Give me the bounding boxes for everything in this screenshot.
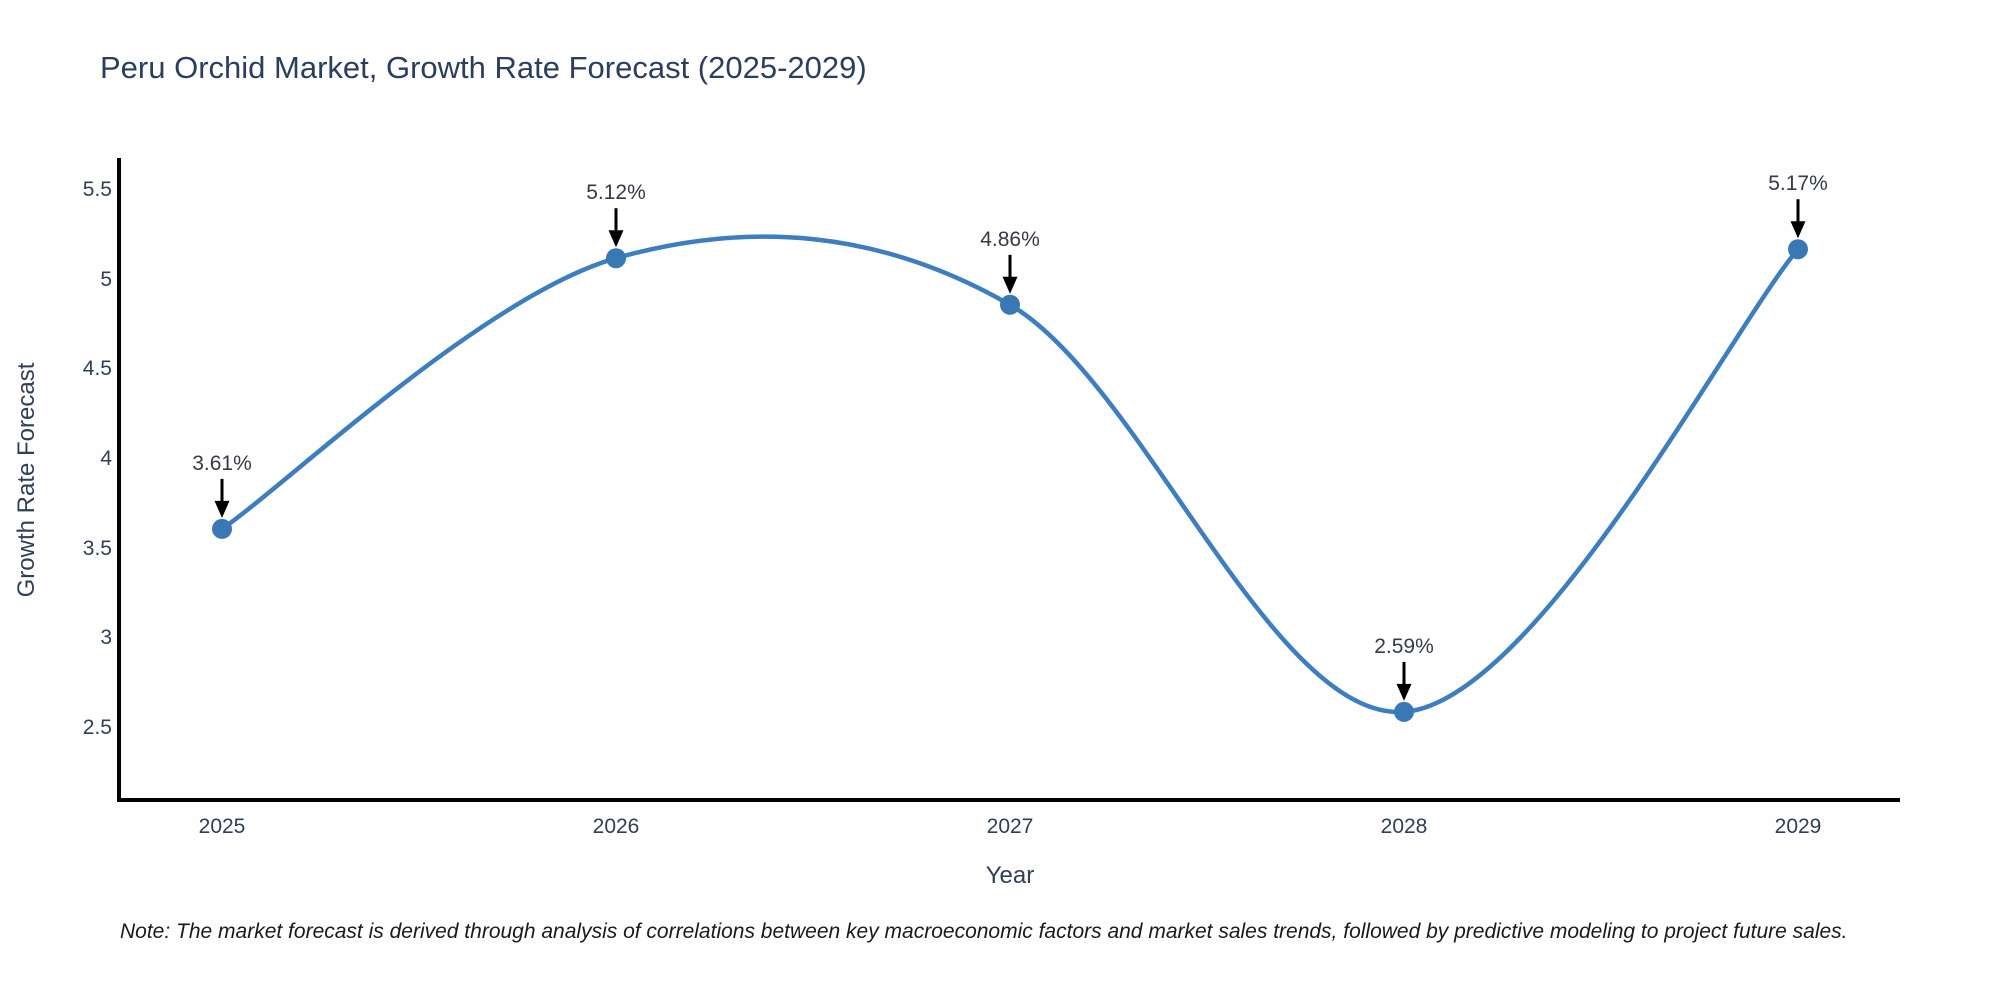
data-point-marker xyxy=(1394,701,1414,722)
forecast-line xyxy=(219,234,1801,715)
chart-note: Note: The market forecast is derived thr… xyxy=(120,920,1848,943)
annotation-arrow-head xyxy=(1002,276,1018,294)
annotation-arrow-head xyxy=(214,500,230,518)
data-point-label: 5.17% xyxy=(1768,172,1828,196)
x-tick-label: 2027 xyxy=(986,815,1034,838)
y-axis-title: Growth Rate Forecast xyxy=(13,362,40,598)
y-tick-label: 3.5 xyxy=(82,536,112,560)
data-point-marker xyxy=(606,248,626,269)
data-point-label: 3.61% xyxy=(192,451,252,475)
annotation-arrow-head xyxy=(1396,683,1412,701)
annotation-arrow-head xyxy=(608,230,624,248)
x-tick-label: 2028 xyxy=(1380,815,1428,838)
data-point-marker xyxy=(1788,239,1808,260)
x-axis-title: Year xyxy=(985,862,1035,889)
x-tick-label: 2025 xyxy=(198,815,246,838)
y-tick-label: 4 xyxy=(100,447,112,470)
data-point-marker xyxy=(212,518,232,539)
y-tick-label: 5.5 xyxy=(82,178,112,201)
y-tick-label: 2.5 xyxy=(82,716,112,739)
y-tick-label: 4.5 xyxy=(82,357,112,381)
y-tick-label: 3 xyxy=(100,626,112,650)
chart-title: Peru Orchid Market, Growth Rate Forecast… xyxy=(100,50,867,85)
data-point-label: 2.59% xyxy=(1374,634,1434,658)
x-tick-label: 2026 xyxy=(592,815,640,838)
data-point-marker xyxy=(1000,294,1020,315)
x-tick-label: 2029 xyxy=(1774,815,1822,838)
data-point-label: 5.12% xyxy=(586,181,646,205)
annotation-arrow-head xyxy=(1790,221,1806,239)
data-point-label: 4.86% xyxy=(980,227,1040,251)
y-tick-label: 5 xyxy=(100,267,112,291)
